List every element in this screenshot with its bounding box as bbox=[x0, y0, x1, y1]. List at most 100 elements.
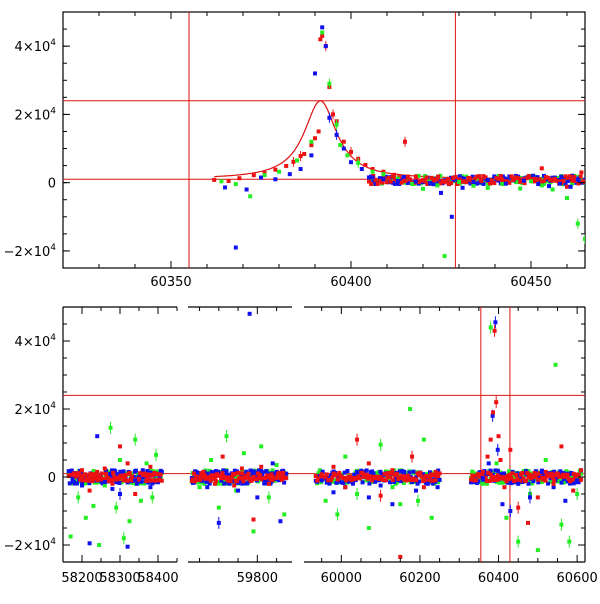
data-point bbox=[313, 136, 317, 141]
data-point bbox=[343, 485, 348, 490]
data-point bbox=[262, 173, 267, 178]
data-point bbox=[211, 470, 216, 475]
data-point bbox=[366, 526, 371, 530]
data-point bbox=[201, 469, 206, 474]
data-point bbox=[227, 481, 232, 486]
data-point bbox=[442, 254, 447, 259]
data-point bbox=[476, 479, 481, 484]
data-point bbox=[323, 498, 328, 503]
data-point bbox=[66, 471, 71, 476]
data-point bbox=[524, 478, 529, 483]
data-point bbox=[429, 175, 434, 180]
data-point bbox=[212, 477, 217, 482]
data-point bbox=[543, 458, 548, 462]
data-point bbox=[341, 480, 346, 485]
data-point bbox=[561, 480, 566, 485]
data-point bbox=[218, 471, 223, 476]
data-point bbox=[539, 177, 544, 182]
data-point bbox=[388, 475, 393, 480]
data-point bbox=[243, 481, 248, 486]
data-point bbox=[392, 181, 397, 186]
data-point bbox=[481, 479, 486, 484]
data-point bbox=[478, 475, 483, 480]
data-point bbox=[565, 196, 569, 201]
data-point bbox=[334, 122, 339, 127]
data-point bbox=[345, 476, 350, 481]
data-point bbox=[140, 471, 145, 476]
data-point bbox=[229, 475, 234, 480]
data-point bbox=[494, 400, 499, 405]
data-point bbox=[337, 479, 342, 484]
data-point bbox=[148, 485, 153, 490]
data-point bbox=[478, 177, 483, 182]
data-point bbox=[571, 471, 576, 476]
data-point bbox=[397, 182, 402, 187]
data-point bbox=[254, 477, 259, 482]
data-point bbox=[137, 476, 142, 481]
data-point bbox=[331, 490, 336, 495]
data-point bbox=[388, 179, 393, 184]
data-point bbox=[239, 475, 244, 480]
bottom-plot-area bbox=[63, 307, 585, 562]
data-point bbox=[438, 173, 443, 178]
data-point bbox=[373, 181, 378, 186]
data-point bbox=[554, 178, 559, 183]
data-point bbox=[233, 182, 238, 187]
data-point bbox=[159, 469, 164, 474]
data-point bbox=[235, 470, 240, 475]
data-point bbox=[520, 470, 525, 475]
data-point bbox=[557, 179, 562, 184]
data-point bbox=[375, 178, 380, 183]
data-point bbox=[274, 463, 279, 468]
data-point bbox=[154, 469, 159, 474]
data-point bbox=[570, 181, 575, 186]
data-point bbox=[535, 472, 540, 477]
data-point bbox=[331, 112, 335, 117]
data-point bbox=[323, 474, 328, 479]
data-point bbox=[191, 471, 196, 476]
data-point bbox=[440, 178, 445, 183]
data-point bbox=[349, 160, 353, 165]
x-tick-label: 58200 bbox=[61, 571, 102, 586]
data-point bbox=[352, 472, 357, 477]
data-point bbox=[156, 478, 160, 483]
data-point bbox=[410, 479, 415, 484]
data-point bbox=[500, 179, 505, 184]
data-point bbox=[462, 179, 467, 184]
data-point bbox=[323, 44, 328, 49]
data-point bbox=[570, 178, 575, 183]
data-point bbox=[565, 184, 569, 189]
data-point bbox=[348, 474, 353, 479]
data-point bbox=[438, 181, 443, 186]
data-point bbox=[410, 454, 415, 459]
data-point bbox=[76, 495, 81, 500]
data-point bbox=[424, 175, 429, 180]
data-point bbox=[472, 176, 477, 181]
data-point bbox=[399, 177, 404, 182]
data-point bbox=[561, 477, 566, 482]
data-point bbox=[491, 410, 496, 415]
data-point bbox=[483, 475, 488, 480]
x-tick-label: 60450 bbox=[510, 275, 551, 290]
data-point bbox=[367, 175, 371, 180]
data-point bbox=[216, 481, 221, 486]
data-point bbox=[335, 477, 340, 482]
data-point bbox=[543, 469, 548, 474]
data-point bbox=[552, 469, 557, 474]
data-point bbox=[414, 488, 419, 493]
data-point bbox=[521, 476, 526, 481]
data-point bbox=[553, 362, 558, 367]
data-point bbox=[489, 474, 494, 479]
data-point bbox=[578, 174, 583, 179]
data-point bbox=[392, 172, 397, 177]
data-point bbox=[431, 178, 436, 183]
y-tick-label: −2×104 bbox=[4, 243, 57, 260]
data-point bbox=[431, 182, 436, 187]
data-point bbox=[151, 478, 156, 483]
data-point bbox=[531, 474, 536, 479]
data-point bbox=[516, 505, 521, 510]
data-point bbox=[386, 471, 391, 476]
data-point bbox=[383, 478, 388, 483]
data-point bbox=[403, 180, 408, 185]
data-point bbox=[559, 444, 564, 449]
